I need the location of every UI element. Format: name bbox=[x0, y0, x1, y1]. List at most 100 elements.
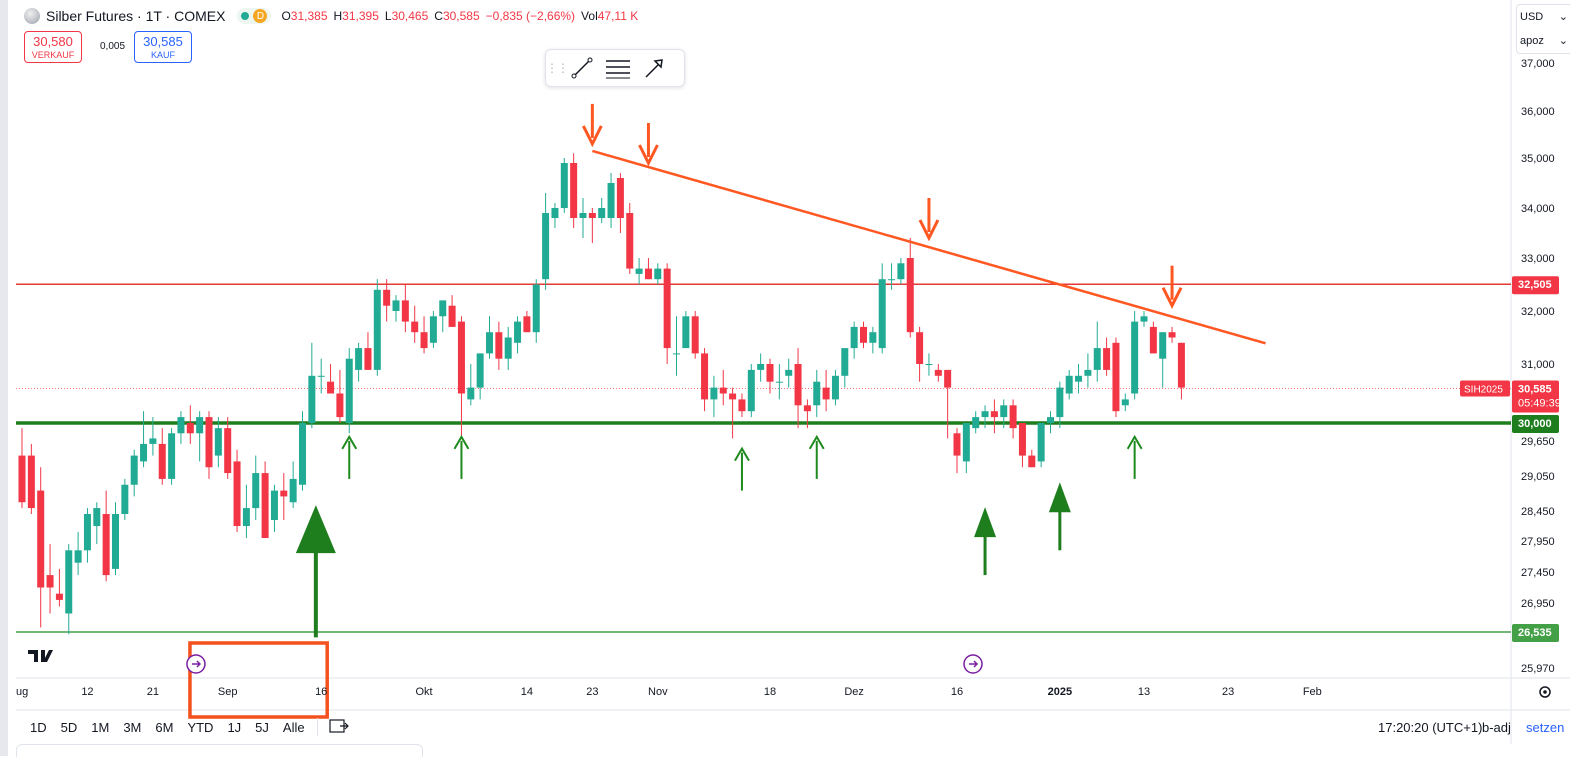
range-1m[interactable]: 1M bbox=[91, 719, 110, 735]
event-arrow-icon bbox=[969, 660, 979, 668]
price-tick-label: 25,970 bbox=[1521, 663, 1555, 675]
timezone-clock[interactable]: 17:20:20 (UTC+1) bbox=[1378, 719, 1483, 735]
down-arrow-head bbox=[582, 125, 603, 148]
price-tick-label: 27,950 bbox=[1521, 536, 1555, 548]
candle-body bbox=[27, 455, 35, 509]
time-tick-label: Okt bbox=[415, 686, 432, 698]
chart-canvas[interactable]: 37,000 36,000 35,000 34,000 33,000 32,000 31,0… bbox=[8, 0, 1570, 756]
adjustment-toggle[interactable]: b-adj bbox=[1482, 719, 1511, 735]
buy-button[interactable]: 30,585 KAUF bbox=[134, 31, 192, 63]
line-style-tool-button[interactable] bbox=[600, 52, 636, 84]
candle-body bbox=[383, 289, 391, 306]
time-tick-label: 16 bbox=[315, 686, 327, 698]
candle-body bbox=[1121, 399, 1129, 406]
big-up-arrow-head bbox=[295, 505, 336, 554]
candle-body bbox=[1168, 332, 1176, 338]
scale-mode-select[interactable]: apoz ⌄ bbox=[1517, 29, 1570, 53]
candle-body bbox=[673, 353, 680, 355]
drawing-toolbar: ⋮⋮ bbox=[545, 49, 685, 87]
time-tick-label: 13 bbox=[1138, 686, 1150, 698]
time-tick-label: 23 bbox=[586, 686, 598, 698]
trend-line-tool-button[interactable] bbox=[564, 52, 600, 84]
go-to-date-icon[interactable] bbox=[328, 717, 350, 738]
candle-body bbox=[981, 411, 989, 418]
low-support-price-label-text: 26,535 bbox=[1518, 627, 1552, 639]
candle-body bbox=[906, 258, 914, 333]
candle-body bbox=[18, 455, 26, 503]
range-5j[interactable]: 5J bbox=[255, 719, 269, 735]
candle-body bbox=[467, 387, 475, 400]
range-divider bbox=[316, 718, 318, 736]
candle-body bbox=[579, 213, 587, 218]
candle-body bbox=[158, 443, 166, 479]
candle-body bbox=[83, 514, 91, 551]
candle-body bbox=[654, 268, 662, 280]
candle-body bbox=[1084, 369, 1092, 376]
candle-body bbox=[850, 326, 858, 349]
resistance-price-label bbox=[1512, 276, 1559, 295]
drag-handle-icon[interactable]: ⋮⋮ bbox=[546, 61, 569, 75]
candle-body bbox=[102, 514, 110, 576]
delayed-data-badge: D bbox=[253, 9, 268, 23]
price-scale-settings[interactable]: USD ⌄ apoz ⌄ bbox=[1516, 4, 1570, 54]
candle-body bbox=[1000, 405, 1008, 418]
range-5d[interactable]: 5D bbox=[60, 719, 78, 735]
candle-body bbox=[644, 268, 652, 280]
time-tick-label: 18 bbox=[764, 686, 776, 698]
trend-line bbox=[592, 149, 1266, 345]
candle-body bbox=[140, 443, 148, 462]
buy-price: 30,585 bbox=[143, 34, 183, 49]
up-arrow-head bbox=[974, 507, 997, 538]
market-status[interactable]: D bbox=[237, 8, 272, 24]
candle-body bbox=[317, 375, 325, 377]
candle-body bbox=[691, 316, 699, 354]
candle-body bbox=[710, 387, 718, 400]
event-arrow-icon bbox=[191, 660, 202, 668]
time-tick-label: 14 bbox=[521, 686, 533, 698]
candle-body bbox=[1112, 342, 1120, 412]
candle-body bbox=[37, 490, 45, 588]
range-1d[interactable]: 1D bbox=[30, 719, 47, 735]
range-1j[interactable]: 1J bbox=[227, 719, 242, 735]
range-alle[interactable]: Alle bbox=[282, 719, 305, 735]
candle-body bbox=[214, 428, 222, 456]
last-price-label bbox=[1512, 380, 1559, 413]
candle-body bbox=[542, 213, 550, 280]
currency-select[interactable]: USD ⌄ bbox=[1517, 5, 1570, 29]
low-label: L bbox=[384, 9, 392, 23]
candle-body bbox=[1131, 321, 1139, 394]
resistance-price-label-text: 32,505 bbox=[1518, 279, 1552, 291]
sell-button[interactable]: 30,580 VERKAUF bbox=[24, 31, 82, 63]
arrow-tool-button[interactable] bbox=[636, 52, 672, 84]
candle-body bbox=[869, 332, 877, 343]
candle-body bbox=[523, 316, 531, 333]
range-3m[interactable]: 3M bbox=[123, 719, 142, 735]
candle-body bbox=[775, 381, 783, 383]
range-6m[interactable]: 6M bbox=[155, 719, 174, 735]
candle-body bbox=[944, 369, 952, 388]
reset-link[interactable]: setzen bbox=[1526, 719, 1565, 735]
candle-body bbox=[1177, 342, 1185, 388]
open-value: 31,385 bbox=[290, 9, 328, 23]
down-arrow-head bbox=[918, 219, 940, 242]
candle-body bbox=[570, 163, 578, 218]
arrow-tool-icon bbox=[645, 59, 663, 78]
candle-body bbox=[897, 263, 905, 280]
last-price-label-text: 30,585 bbox=[1518, 383, 1552, 395]
candle-body bbox=[1009, 405, 1017, 429]
candle-body bbox=[616, 178, 624, 218]
candle-body bbox=[888, 279, 896, 281]
price-tick-label: 29,650 bbox=[1521, 436, 1555, 448]
calendar-jump-icon bbox=[328, 718, 349, 733]
price-tick-label: 32,000 bbox=[1521, 306, 1555, 318]
time-tick-label: Sep bbox=[218, 686, 238, 698]
candle-body bbox=[261, 473, 269, 538]
candle-body bbox=[439, 300, 447, 317]
time-tick-label: 21 bbox=[147, 686, 159, 698]
up-arrow-head bbox=[734, 446, 750, 462]
symbol-title[interactable]: Silber Futures · 1T · COMEX bbox=[46, 8, 226, 24]
time-tick-label: Dez bbox=[844, 686, 864, 698]
range-ytd[interactable]: YTD bbox=[187, 719, 214, 735]
candle-body bbox=[822, 387, 830, 400]
